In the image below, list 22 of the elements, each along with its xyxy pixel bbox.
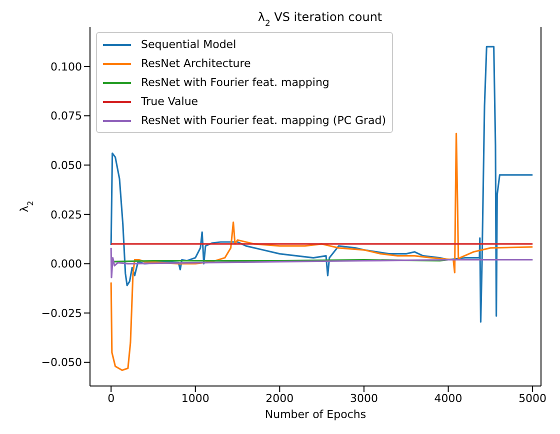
x-tick-label: 3000 [350,392,378,405]
y-tick-label: 0.075 [50,110,82,123]
x-tick-label: 1000 [181,392,210,405]
line-series [110,132,534,372]
x-tick-label: 4000 [434,392,462,405]
legend-label: ResNet with Fourier feat. mapping (PC Grad) [141,114,386,127]
x-axis-title: Number of Epochs [264,408,366,421]
legend-label: Sequential Model [141,38,236,51]
chart-title: λ$_{2}$ VS iteration count [258,10,382,28]
y-tick-label: 0.050 [50,158,82,172]
legend-label: ResNet with Fourier feat. mapping [141,76,330,89]
legend-label: ResNet Architecture [141,57,251,70]
y-tick-label: −0.025 [41,306,82,320]
y-tick-label: −0.050 [41,356,82,370]
y-tick-label: 0.100 [50,60,82,74]
line-series [110,247,534,278]
x-tick-label: 2000 [266,392,294,405]
y-tick-label: 0.025 [50,208,82,222]
x-tick-label: 5000 [518,392,547,405]
x-tick-label: 0 [108,392,115,405]
y-tick-label: 0.000 [50,258,82,271]
legend-label: True Value [141,95,198,108]
